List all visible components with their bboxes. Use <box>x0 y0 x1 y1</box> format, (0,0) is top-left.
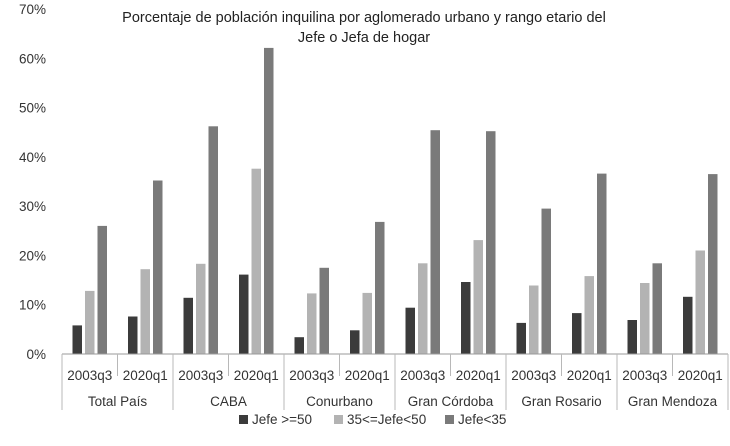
bar <box>251 168 261 354</box>
bar <box>708 174 718 354</box>
y-tick-label: 50% <box>19 101 46 116</box>
bar <box>362 292 372 354</box>
x-period-label: 2020q1 <box>456 368 501 383</box>
bar <box>97 225 107 354</box>
x-period-label: 2003q3 <box>67 368 112 383</box>
bar <box>627 320 637 354</box>
x-period-label: 2003q3 <box>178 368 223 383</box>
x-period-label: 2020q1 <box>123 368 168 383</box>
x-period-label: 2003q3 <box>622 368 667 383</box>
y-tick-label: 40% <box>19 150 46 165</box>
bar <box>584 276 594 354</box>
bar <box>307 293 317 354</box>
bar <box>72 325 82 354</box>
x-period-label: 2003q3 <box>511 368 556 383</box>
legend-swatch <box>334 415 343 424</box>
legend-swatch <box>239 415 248 424</box>
bar <box>516 322 526 354</box>
x-group-label: Gran Rosario <box>521 394 601 409</box>
bar <box>461 282 471 354</box>
bar <box>652 263 662 354</box>
bar <box>486 131 496 354</box>
bar <box>239 274 249 354</box>
y-tick-label: 60% <box>19 51 46 66</box>
bar <box>208 126 218 354</box>
bar <box>430 130 440 354</box>
bar <box>529 285 539 354</box>
bar <box>153 180 163 354</box>
x-group-label: CABA <box>210 394 247 409</box>
y-tick-label: 10% <box>19 298 46 313</box>
bar <box>597 173 607 354</box>
bar <box>405 307 415 354</box>
x-period-label: 2003q3 <box>289 368 334 383</box>
x-period-label: 2020q1 <box>345 368 390 383</box>
bar <box>375 221 385 354</box>
bar <box>572 313 582 354</box>
bar <box>541 208 551 354</box>
x-period-label: 2020q1 <box>678 368 723 383</box>
legend-label: Jefe >=50 <box>252 412 312 427</box>
bar <box>183 297 193 354</box>
bar <box>196 263 206 354</box>
bar <box>418 263 428 354</box>
x-group-label: Total País <box>88 394 148 409</box>
bar <box>85 290 95 354</box>
legend-label: Jefe<35 <box>458 412 506 427</box>
bar <box>640 283 650 354</box>
bar <box>128 316 138 354</box>
bar <box>683 296 693 354</box>
bar <box>294 337 304 354</box>
x-period-label: 2020q1 <box>567 368 612 383</box>
bar <box>695 250 705 354</box>
y-tick-label: 0% <box>26 347 46 362</box>
bar <box>350 330 360 354</box>
x-period-label: 2020q1 <box>234 368 279 383</box>
bar <box>140 269 150 354</box>
x-group-label: Gran Córdoba <box>408 394 494 409</box>
chart-title-line: Porcentaje de población inquilina por ag… <box>122 10 606 26</box>
y-tick-label: 70% <box>19 2 46 17</box>
bar <box>319 267 329 355</box>
x-period-label: 2003q3 <box>400 368 445 383</box>
x-group-label: Gran Mendoza <box>628 394 718 409</box>
x-group-label: Conurbano <box>306 394 373 409</box>
bar <box>473 240 483 354</box>
y-tick-label: 30% <box>19 199 46 214</box>
bar <box>264 47 274 355</box>
legend-label: 35<=Jefe<50 <box>347 412 426 427</box>
y-tick-label: 20% <box>19 248 46 263</box>
chart-title-line: Jefe o Jefa de hogar <box>298 30 430 46</box>
legend-swatch <box>445 415 454 424</box>
